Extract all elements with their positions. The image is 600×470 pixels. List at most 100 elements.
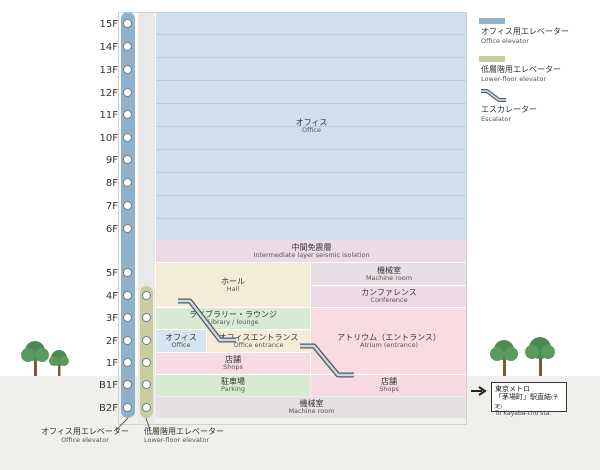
elevator-stop-dot [123,133,132,142]
zone-office-2f-en: Office [171,340,191,349]
elevator-stop-dot [123,201,132,210]
elevator-stop-dot [123,155,132,164]
floor-line [156,103,467,104]
elevator-label-leaders [115,418,151,431]
zone-shops-b1f-ja: 店舗 [381,377,397,387]
metro-line1: 東京メトロ [495,385,530,393]
zone-machine-b2f-en: Machine room [288,407,335,416]
legend-escalator-en: Escalator [481,115,512,123]
label-office-elevator-en: Office elevator [61,435,109,444]
metro-note: (予定) [495,395,558,410]
metro-en: To Kayaba-cho sta. [495,409,552,417]
zone-shops-1f-en: Shops [223,363,243,372]
legend-lower-elevator-en: Lower-floor elevator [481,75,547,83]
zone-seismic-en: Intermediate layer seismic isolation [253,250,370,259]
zone-atrium-en: Atrium (entrance) [360,340,418,349]
legend-office-elevator-swatch [479,18,505,24]
floor-label: 10F [99,133,118,144]
floor-label: 12F [99,88,118,99]
zone-parking-en: Parking [220,385,246,394]
zone-office-en: Office [302,125,321,134]
building-outline [118,12,467,425]
legend-lower-elevator-ja: 低層階用エレベーター [481,65,561,74]
escalator-path-upper-inner [178,299,236,342]
floor-label: 7F [105,201,118,212]
floor-label: 13F [99,65,118,76]
tree-icon [490,340,518,376]
zone-atrium: アトリウム（エントランス） Atrium (entrance) [311,308,467,374]
floor-label: 11F [99,110,118,121]
floor-line [156,172,467,173]
elevator-stop-dot [123,178,132,187]
floor-label: B2F [99,403,118,414]
elevator-stop-dot [142,313,151,322]
elevator-stop-dot [142,358,151,367]
elevator-stop-dot [123,224,132,233]
label-office-elevator-ja: オフィス用エレベーター [41,427,129,436]
zone-parking: 駐車場 Parking [156,375,310,396]
elevator-stop-dot [142,336,151,345]
elevator-stop-dot [123,380,132,389]
legend-office-elevator-en: Office elevator [481,37,529,45]
zone-library-ja: ライブラリー・ラウンジ [189,310,277,320]
zone-library-lounge: ライブラリー・ラウンジ Library / lounge [156,308,310,329]
label-office-elevator: オフィス用エレベーター Office elevator [30,427,140,444]
zone-entrance-en: Office entrance [233,340,284,349]
floor-label: 9F [105,155,118,166]
floor-line [156,195,467,196]
trees-right [490,337,555,376]
floor-label: 8F [105,178,118,189]
elevator-stop-dot [123,110,132,119]
zone-library-en: Library / lounge [207,318,259,327]
tree-icon [525,337,555,376]
floor-label: 4F [105,291,118,302]
floor-label: 1F [105,358,118,369]
zone-entrance-ja: オフィスエントランス [218,332,299,342]
zone-machine-4f-ja: 機械室 [377,265,401,275]
zone-shops-b1f: 店舗 Shops [311,375,467,396]
floor-line [156,57,467,58]
zone-office-2f-ja: オフィス [165,332,197,342]
floor-line [156,80,467,81]
arrow-right-icon [471,386,487,396]
elevator-stop-dot [123,268,132,277]
floor-label: 3F [105,313,118,324]
elevator-stop-dot [123,65,132,74]
zone-machine-room-b2f: 機械室 Machine room [156,397,467,418]
floor-line [156,34,467,35]
elevator-stop-dot [123,42,132,51]
tree-icon [21,341,49,376]
elevator-stop-dot [142,291,151,300]
legend-lower-elevator-swatch [479,56,505,62]
zone-conference: カンファレンス Conference [311,286,467,307]
elevator-stop-dot [142,403,151,412]
metro-connection-box: 東京メトロ 「茅場町」駅直結(予定) To Kayaba-cho sta. [491,382,567,416]
elevator-stop-dot [123,403,132,412]
floor-line [156,218,467,219]
zone-parking-ja: 駐車場 [221,377,245,387]
floor-line [156,126,467,127]
zone-shops-1f-ja: 店舗 [225,355,241,365]
floor-label: B1F [99,380,118,391]
label-lower-elevator: 低層階用エレベーター Lower-floor elevator [144,427,244,444]
elevator-stop-dot [123,313,132,322]
zone-shops-b1f-en: Shops [379,385,399,394]
zone-machine-4f-en: Machine room [365,273,413,282]
zone-seismic-ja: 中間免震層 [291,242,332,252]
zone-conference-ja: カンファレンス [361,288,417,298]
zone-office-ja: オフィス [295,117,328,127]
elevator-stop-dot [123,19,132,28]
legend-office-elevator-ja: オフィス用エレベーター [481,27,569,36]
elevator-stop-dot [142,380,151,389]
zone-conference-en: Conference [370,296,408,305]
escalators [178,298,354,378]
label-lower-elevator-en: Lower-floor elevator [144,435,210,444]
floor-label: 14F [99,42,118,53]
elevator-stop-dot [123,358,132,367]
floor-label: 2F [105,336,118,347]
escalator-icon [481,89,506,102]
elevator-stop-dot [123,88,132,97]
trees-left [21,341,69,376]
zone-atrium-ja: アトリウム（エントランス） [337,332,441,342]
floor-label: 15F [99,19,118,30]
